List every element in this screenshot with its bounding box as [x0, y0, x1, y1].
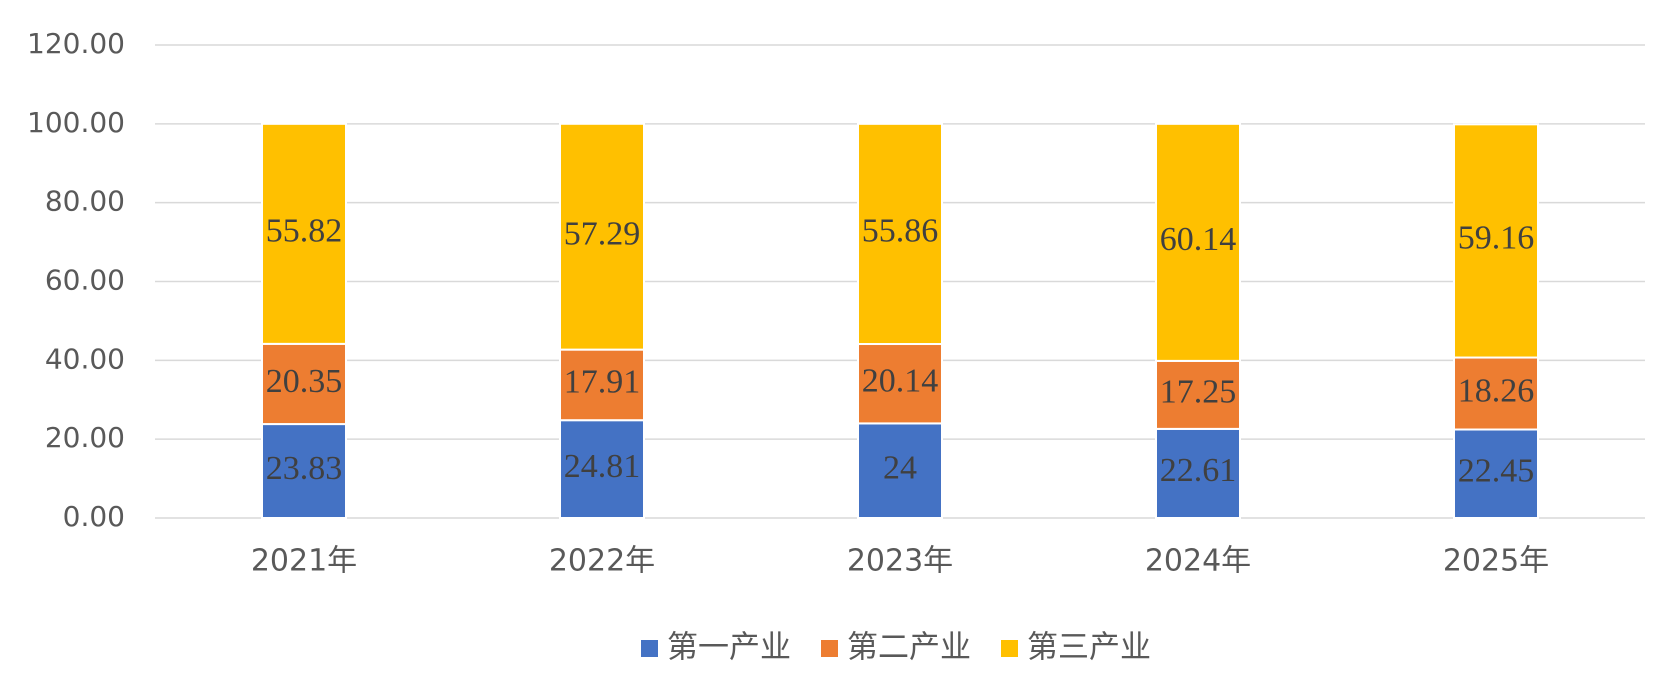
- y-tick-label: 0.00: [63, 500, 125, 533]
- bar-segment: [1155, 359, 1241, 430]
- y-tick-label: 100.00: [27, 106, 125, 139]
- legend-swatch: [821, 640, 838, 657]
- x-tick-label: 2022年: [549, 544, 655, 579]
- y-tick-label: 20.00: [45, 421, 125, 454]
- bar-segment: [1155, 427, 1241, 519]
- bar-segment: [1453, 428, 1539, 519]
- data-label: 23.83: [266, 450, 343, 487]
- y-tick-label: 80.00: [45, 185, 125, 218]
- bar-segment: [261, 342, 347, 426]
- x-tick-label: 2023年: [847, 544, 953, 579]
- y-tick-label: 40.00: [45, 342, 125, 375]
- bar-segment: [1453, 123, 1539, 359]
- data-label: 55.86: [862, 213, 939, 250]
- y-tick-label: 60.00: [45, 264, 125, 297]
- bar-segment: [857, 343, 943, 425]
- data-label: 20.35: [266, 363, 343, 400]
- y-tick-label: 120.00: [27, 27, 125, 60]
- data-label: 24: [883, 449, 917, 486]
- legend-label: 第三产业: [1027, 630, 1151, 666]
- bar-segment: [1453, 356, 1539, 431]
- bar-segment: [261, 122, 347, 345]
- legend-label: 第一产业: [667, 630, 791, 666]
- data-label: 20.14: [862, 363, 939, 400]
- bar-segment: [1155, 122, 1241, 362]
- bar-segment: [857, 422, 943, 519]
- bar-segment: [559, 122, 645, 351]
- data-label: 24.81: [564, 448, 641, 485]
- data-label: 17.25: [1160, 374, 1237, 411]
- bar-segment: [559, 348, 645, 422]
- legend-swatch: [641, 640, 658, 657]
- bar-segment: [559, 419, 645, 519]
- data-label: 57.29: [564, 215, 641, 252]
- data-label: 22.45: [1458, 453, 1535, 490]
- bar-segment: [261, 423, 347, 519]
- data-label: 22.61: [1160, 452, 1237, 489]
- x-tick-label: 2021年: [251, 544, 357, 579]
- data-label: 59.16: [1458, 220, 1535, 257]
- data-label: 55.82: [266, 213, 343, 250]
- data-label: 17.91: [564, 364, 641, 401]
- x-tick-label: 2025年: [1443, 544, 1549, 579]
- legend-swatch: [1001, 640, 1018, 657]
- bar-segment: [857, 122, 943, 346]
- legend-label: 第二产业: [847, 630, 971, 666]
- x-tick-label: 2024年: [1145, 544, 1251, 579]
- data-label: 18.26: [1458, 372, 1535, 409]
- data-label: 60.14: [1160, 221, 1237, 258]
